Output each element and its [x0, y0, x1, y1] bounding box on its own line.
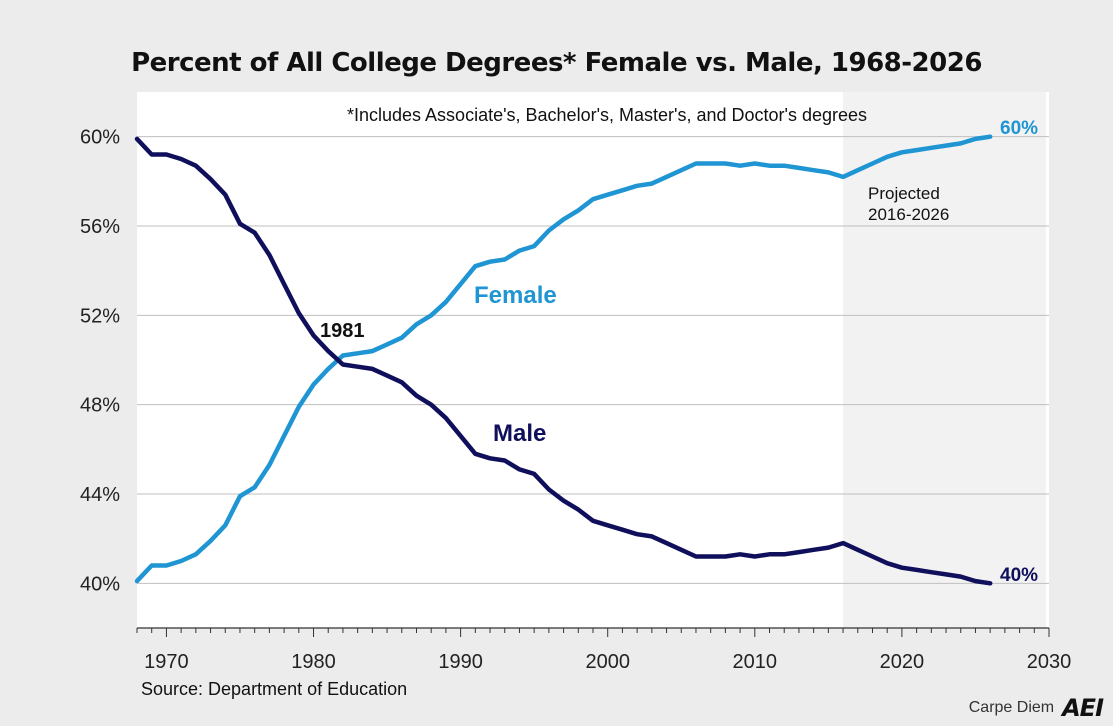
footnote: *Includes Associate's, Bachelor's, Maste… — [347, 105, 867, 125]
x-tick-label: 2020 — [880, 651, 925, 673]
y-tick-label: 48% — [80, 395, 120, 417]
x-tick-label: 2000 — [585, 651, 630, 673]
y-tick-label: 52% — [80, 305, 120, 327]
series-line-male — [134, 136, 993, 586]
y-tick-label: 56% — [80, 216, 120, 238]
axes: 40% 44% 48% 52% 56% 60% 1970 1980 1990 2000 2010 20… — [80, 127, 1071, 673]
y-tick-label: 60% — [80, 127, 120, 149]
female-series-label: Female — [474, 282, 557, 309]
x-tick-label: 1980 — [291, 651, 336, 673]
x-tick-label: 2010 — [733, 651, 778, 673]
chart-title: Percent of All College Degrees* Female v… — [131, 48, 982, 78]
projection-label: Projected — [868, 184, 940, 203]
y-tick-label: 40% — [80, 573, 120, 595]
brand-text: Carpe Diem — [968, 699, 1055, 716]
x-tick-label: 1970 — [144, 651, 189, 673]
crossover-year-annotation: 1981 — [320, 320, 365, 342]
projection-band — [843, 92, 1046, 628]
projection-range-label: 2016-2026 — [868, 205, 949, 224]
male-series-label: Male — [493, 420, 546, 447]
series-line-female — [134, 134, 993, 584]
x-tick-label: 2030 — [1027, 651, 1072, 673]
grid-lines — [137, 136, 1049, 584]
female-end-value-label: 60% — [1000, 118, 1038, 139]
x-tick-label: 1990 — [438, 651, 483, 673]
y-tick-label: 44% — [80, 484, 120, 506]
brand: Carpe Diem AEI — [968, 694, 1104, 722]
male-end-value-label: 40% — [1000, 565, 1038, 586]
series — [134, 134, 993, 586]
source-note: Source: Department of Education — [141, 679, 408, 699]
aei-logo: AEI — [1062, 694, 1104, 722]
